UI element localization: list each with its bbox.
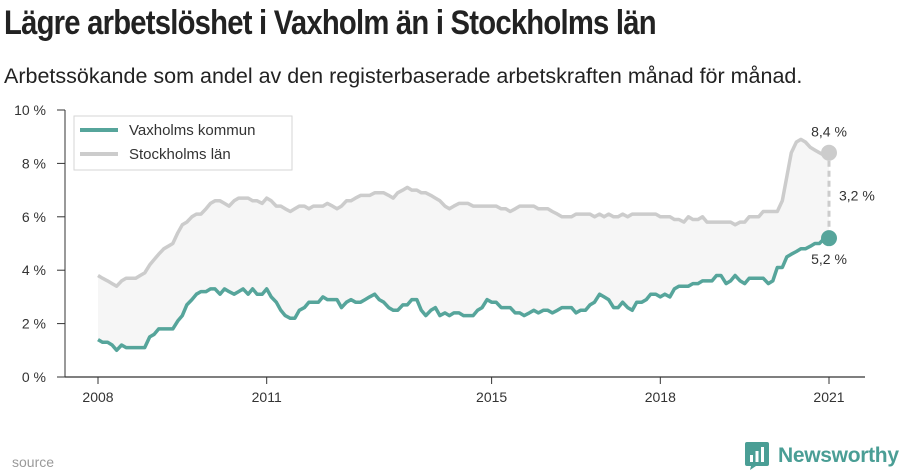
end-annotations: 8,4 % 5,2 % 3,2 % [811,124,875,267]
x-tick-label: 2011 [252,389,282,405]
series-lines [97,137,830,353]
chart-title: Lägre arbetslöshet i Vaxholm än i Stockh… [4,4,657,42]
endpoint-marker-stockholm [821,144,837,161]
difference-label: 3,2 % [839,187,875,203]
legend: Vaxholms kommun Stockholms län [73,115,293,171]
y-tick-label: 4 % [22,262,46,278]
x-tick-label: 2008 [82,389,113,405]
y-tick-label: 0 % [22,369,46,385]
series-line-stockholm [97,137,830,288]
endpoint-label-stockholm: 8,4 % [811,124,847,140]
x-tick-label: 2018 [645,389,676,405]
legend-label-stockholm: Stockholms län [129,146,231,163]
y-tick-label: 2 % [22,316,46,332]
legend-label-vaxholm: Vaxholms kommun [129,122,255,139]
difference-band [98,139,829,351]
newsworthy-logo: Newsworthy [744,441,899,471]
newsworthy-logo-text: Newsworthy [778,444,899,467]
chart-subtitle: Arbetssökande som andel av den registerb… [4,64,803,88]
axes: 0 % 2 % 4 % 6 % 8 % 10 % 2008 2011 2015 2018 2021 [14,102,865,405]
endpoint-marker-vaxholm [821,230,837,247]
difference-area [98,139,829,351]
y-tick-label: 10 % [14,102,46,118]
y-tick-label: 6 % [22,209,46,225]
x-tick-label: 2015 [476,389,507,405]
endpoint-label-vaxholm: 5,2 % [811,251,847,267]
x-tick-label: 2021 [813,389,844,405]
source-link[interactable]: source [12,454,55,470]
y-tick-label: 8 % [22,155,46,171]
newsworthy-logo-icon [745,442,769,470]
legend-box [73,115,293,171]
series-line-vaxholm [97,236,829,353]
